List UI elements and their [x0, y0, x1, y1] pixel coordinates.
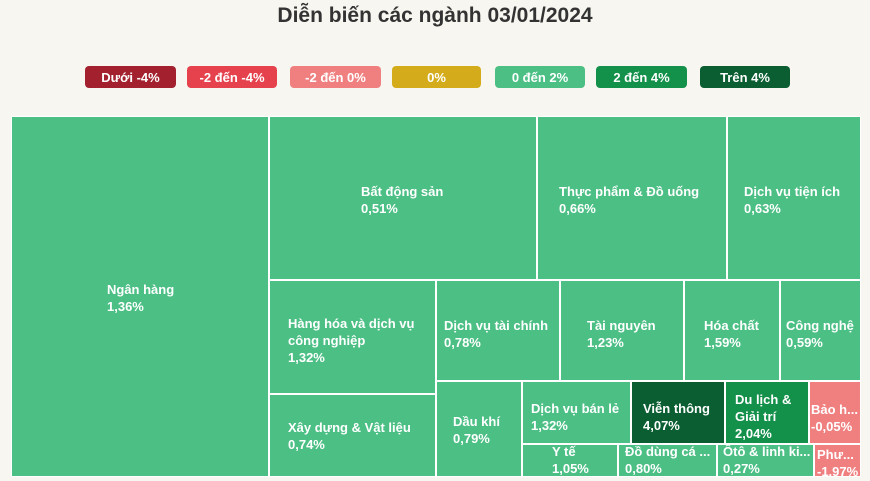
sector-name: Bất động sản: [361, 184, 444, 199]
sector-name: Ôtô & linh ki...: [723, 444, 811, 459]
tile-label: Dầu khí 0,79%: [453, 413, 500, 447]
sector-name: Thực phẩm & Đồ uống: [559, 184, 700, 199]
tile-label: Công nghệ 0,59%: [786, 317, 854, 351]
legend-item[interactable]: 2 đến 4%: [596, 66, 687, 88]
tile-label: Dịch vụ tài chính 0,78%: [444, 317, 548, 351]
sector-name: Y tế: [552, 444, 576, 459]
tile-label: Y tế 1,05%: [552, 444, 589, 476]
treemap-tile[interactable]: Hàng hóa và dịch vụ công nghiệp 1,32%: [269, 280, 436, 394]
treemap-tile[interactable]: Dịch vụ tài chính 0,78%: [436, 280, 560, 381]
sector-change: 1,05%: [552, 461, 589, 476]
sector-name: Hàng hóa và dịch vụ công nghiệp: [288, 316, 415, 348]
sector-change: 0,27%: [723, 461, 760, 476]
chart-title: Diễn biến các ngành 03/01/2024: [277, 4, 593, 27]
treemap-tile[interactable]: Thực phẩm & Đồ uống 0,66%: [537, 116, 727, 280]
tile-label: Tài nguyên 1,23%: [587, 317, 656, 351]
tile-label: Ôtô & linh ki... 0,27%: [723, 444, 811, 476]
legend-item[interactable]: 0%: [392, 66, 481, 88]
sector-change: 0,79%: [453, 431, 490, 446]
tile-label: Bảo h... -0,05%: [811, 401, 858, 435]
treemap-tile[interactable]: Ngân hàng 1,36%: [11, 116, 269, 477]
sector-name: Dịch vụ tiện ích: [744, 184, 841, 199]
sector-name: Bảo h...: [811, 402, 858, 417]
sector-name: Du lịch & Giải trí: [735, 392, 792, 424]
sector-name: Tài nguyên: [587, 318, 656, 333]
sector-name: Dịch vụ tài chính: [444, 318, 549, 333]
treemap-tile[interactable]: Bảo h... -0,05%: [809, 381, 861, 444]
treemap-tile[interactable]: Hóa chất 1,59%: [684, 280, 780, 381]
treemap-tile[interactable]: Xây dựng & Vật liệu 0,74%: [269, 394, 436, 477]
sector-change: 0,63%: [744, 201, 781, 216]
treemap-tile[interactable]: Dịch vụ bán lẻ 1,32%: [522, 381, 631, 444]
sector-change: -0,05%: [811, 419, 853, 434]
treemap-tile[interactable]: Công nghệ 0,59%: [780, 280, 861, 381]
sector-change: 1,59%: [704, 335, 741, 350]
tile-label: Đồ dùng cá ... 0,80%: [625, 444, 711, 476]
treemap-tile[interactable]: Ôtô & linh ki... 0,27%: [717, 444, 814, 477]
sector-change: 1,23%: [587, 335, 624, 350]
tile-label: Xây dựng & Vật liệu 0,74%: [288, 419, 411, 453]
sector-name: Hóa chất: [704, 318, 759, 333]
sector-change: 1,32%: [531, 418, 568, 433]
tile-label: Dịch vụ bán lẻ 1,32%: [531, 400, 619, 434]
legend-item[interactable]: Trên 4%: [700, 66, 790, 88]
treemap-tile[interactable]: Y tế 1,05%: [522, 444, 618, 477]
sector-change: 0,80%: [625, 461, 662, 476]
treemap-tile[interactable]: Du lịch & Giải trí 2,04%: [725, 381, 809, 444]
treemap-tile[interactable]: Phư... -1,97%: [814, 444, 861, 477]
sector-change: 0,51%: [361, 201, 398, 216]
sector-change: 0,59%: [786, 335, 823, 350]
treemap-tile[interactable]: Dầu khí 0,79%: [436, 381, 522, 477]
legend-item[interactable]: 0 đến 2%: [495, 66, 585, 88]
tile-label: Dịch vụ tiện ích 0,63%: [744, 183, 840, 217]
sector-change: 0,66%: [559, 201, 596, 216]
treemap-tile[interactable]: Dịch vụ tiện ích 0,63%: [727, 116, 861, 280]
chart-legend: Dưới -4% -2 đến -4% -2 đến 0% 0% 0 đến 2% 2 đ…: [0, 66, 870, 90]
treemap-tile[interactable]: Đồ dùng cá ... 0,80%: [618, 444, 717, 477]
tile-label: Du lịch & Giải trí 2,04%: [735, 391, 808, 442]
tile-label: Thực phẩm & Đồ uống 0,66%: [559, 183, 699, 217]
tile-label: Hóa chất 1,59%: [704, 317, 759, 351]
sector-name: Viễn thông: [643, 401, 710, 416]
treemap-tile[interactable]: Viễn thông 4,07%: [631, 381, 725, 444]
tile-label: Ngân hàng 1,36%: [107, 281, 174, 315]
legend-item[interactable]: -2 đến 0%: [290, 66, 381, 88]
sector-name: Công nghệ: [786, 318, 854, 333]
sector-change: 1,32%: [288, 350, 325, 365]
tile-label: Bất động sản 0,51%: [361, 183, 443, 217]
sector-change: 4,07%: [643, 418, 680, 433]
sector-name: Đồ dùng cá ...: [625, 444, 711, 459]
sector-change: 0,78%: [444, 335, 481, 350]
tile-label: Viễn thông 4,07%: [643, 400, 710, 434]
treemap-tile[interactable]: Bất động sản 0,51%: [269, 116, 537, 280]
legend-item[interactable]: -2 đến -4%: [187, 66, 277, 88]
sector-change: -1,97%: [817, 464, 859, 477]
sector-name: Phư...: [817, 447, 854, 462]
legend-item[interactable]: Dưới -4%: [85, 66, 176, 88]
sector-name: Dầu khí: [453, 414, 500, 429]
treemap-tile[interactable]: Tài nguyên 1,23%: [560, 280, 684, 381]
tile-label: Phư... -1,97%: [817, 446, 859, 477]
sector-name: Xây dựng & Vật liệu: [288, 420, 411, 435]
sector-change: 0,74%: [288, 437, 325, 452]
sector-name: Dịch vụ bán lẻ: [531, 401, 620, 416]
sector-change: 2,04%: [735, 426, 772, 441]
sector-name: Ngân hàng: [107, 282, 175, 297]
sector-change: 1,36%: [107, 299, 144, 314]
tile-label: Hàng hóa và dịch vụ công nghiệp 1,32%: [288, 315, 435, 366]
